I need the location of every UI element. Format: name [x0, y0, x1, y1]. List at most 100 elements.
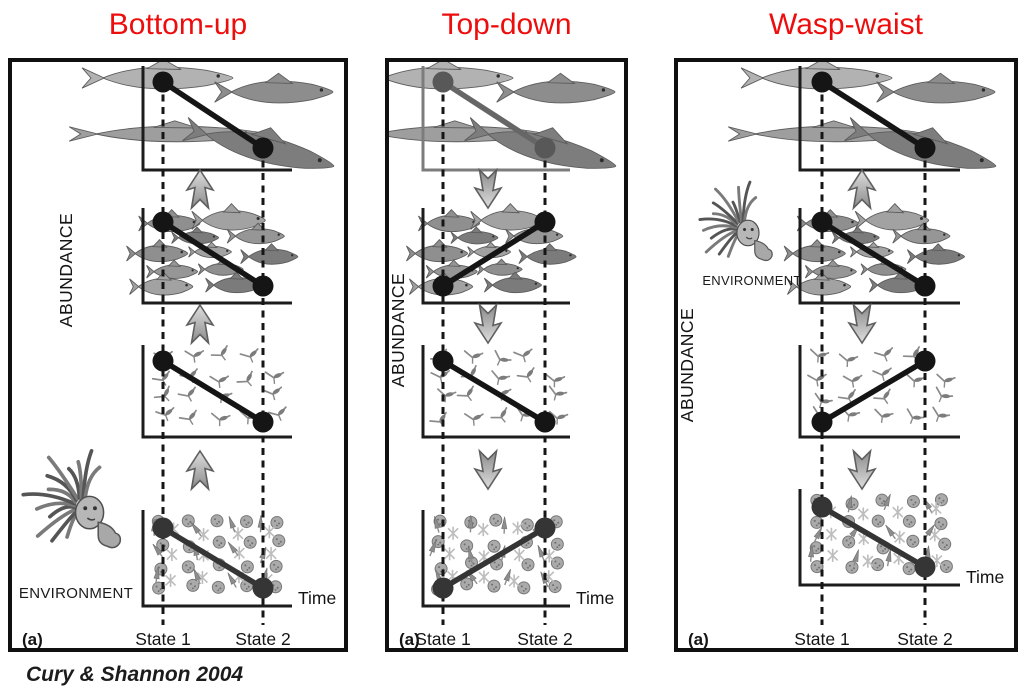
diatom-icon [240, 560, 254, 574]
copepod-icon [184, 350, 205, 363]
diatom-icon [487, 539, 501, 553]
state2-label: State 2 [235, 629, 290, 648]
copepod-icon [463, 350, 484, 364]
data-point-state1-top-predators [152, 71, 174, 93]
diatom-icon [902, 514, 916, 528]
data-point-state2-top-predators [914, 137, 936, 159]
plot-axis-top-predators [798, 66, 960, 172]
copepod-icon [873, 388, 891, 405]
arrow-down-icon [473, 302, 503, 345]
fish-icon [146, 259, 199, 279]
time-axis-label: Time [966, 567, 1004, 587]
flagellate-icon [153, 566, 160, 584]
data-point-state1-zooplankton [432, 350, 454, 372]
flagellate-icon [428, 540, 437, 557]
copepod-icon [494, 349, 512, 366]
diatom-icon [939, 560, 953, 574]
abundance-axis-label: ABUNDANCE [56, 213, 76, 327]
copepod-icon [516, 367, 535, 383]
copepod-icon [906, 408, 925, 424]
state2-label: State 2 [897, 629, 952, 648]
data-point-state1-top-predators [432, 71, 454, 93]
copepod-icon [874, 347, 894, 362]
diatom-icon [934, 493, 948, 507]
diatom-icon [181, 514, 195, 528]
data-point-state1-phytoplankton [811, 496, 833, 518]
fish-icon [496, 72, 616, 104]
copepod-icon [874, 408, 894, 423]
fish-icon [518, 243, 577, 265]
copepod-icon [236, 370, 253, 387]
copepod-icon [464, 413, 484, 426]
diatom-icon [550, 537, 564, 551]
data-point-state2-small-pelagic-fish [914, 275, 936, 297]
panel-bottom-up: ENVIRONMENT ABUNDANCE Time State 1 State 2 (a… [8, 58, 348, 652]
copepod-icon [177, 386, 197, 402]
flagellate-icon [808, 544, 814, 562]
star-plankton-icon [825, 527, 837, 541]
fish-icon [240, 243, 299, 265]
star-plankton-icon [894, 530, 906, 544]
arrow-up-icon [185, 168, 215, 211]
diatom-icon [810, 560, 824, 574]
star-plankton-icon [166, 548, 178, 562]
copepod-icon [429, 411, 447, 428]
fish-icon [876, 72, 996, 104]
trend-line-top-predators [440, 79, 548, 151]
fish-icon [854, 203, 930, 231]
panel-tag: (a) [22, 630, 43, 648]
copepod-icon [178, 409, 197, 425]
data-point-state1-zooplankton [152, 350, 174, 372]
trend-line-top-predators [819, 79, 928, 151]
flagellate-icon [193, 568, 202, 585]
diatom-icon [243, 535, 257, 549]
arrow-down-icon [847, 302, 877, 345]
diatom-icon [489, 513, 503, 527]
environment-wind-icon [21, 449, 122, 549]
panel-top-down: ABUNDANCE Time State 1 State 2 (a) [385, 58, 628, 652]
data-point-state1-small-pelagic-fish [811, 211, 833, 233]
copepod-icon [456, 385, 474, 402]
plot-axis-zooplankton [141, 345, 292, 439]
diatom-icon [212, 535, 226, 549]
star-plankton-icon [892, 505, 904, 519]
panel-tag: (a) [399, 630, 420, 648]
panel-tag: (a) [688, 630, 709, 648]
copepod-icon [267, 406, 287, 421]
flagellate-icon [852, 549, 859, 567]
diatom-icon [239, 515, 253, 529]
data-point-state1-top-predators [811, 71, 833, 93]
panel-wasp-waist: ENVIRONMENT ABUNDANCE Time State 1 State 2 (a… [674, 58, 1018, 652]
trend-line-small-pelagic-fish [440, 219, 548, 289]
panel-title-top-down: Top-down [441, 8, 572, 41]
diatom-icon [842, 535, 856, 549]
fish-icon [450, 226, 499, 245]
arrow-down-icon [473, 448, 503, 491]
star-plankton-icon [447, 526, 459, 540]
diatom-icon [845, 560, 859, 574]
flagellate-icon [503, 568, 511, 586]
copepod-icon [838, 353, 859, 368]
figure-citation: Cury & Shannon 2004 [26, 663, 244, 686]
data-point-state2-zooplankton [534, 411, 556, 433]
fish-icon [483, 271, 542, 294]
panel-title-bottom-up: Bottom-up [108, 8, 248, 41]
trend-line-small-pelagic-fish [160, 219, 266, 289]
fish-icon [406, 238, 469, 263]
star-plankton-icon [198, 528, 210, 542]
copepod-icon [153, 385, 170, 402]
plot-axis-zooplankton [798, 345, 960, 439]
data-point-state2-phytoplankton [914, 556, 936, 578]
star-plankton-icon [444, 547, 456, 561]
diatom-icon [809, 541, 823, 555]
flagellate-icon [152, 543, 164, 559]
copepod-icon [935, 386, 954, 403]
plot-axis-small-pelagic-fish [798, 208, 960, 305]
copepod-icon [430, 370, 451, 384]
arrow-down-icon [847, 448, 877, 491]
star-plankton-icon [513, 548, 525, 562]
star-plankton-icon [930, 501, 942, 515]
star-plankton-icon [857, 507, 869, 521]
flagellate-icon [813, 526, 823, 543]
diatom-icon [272, 534, 286, 548]
